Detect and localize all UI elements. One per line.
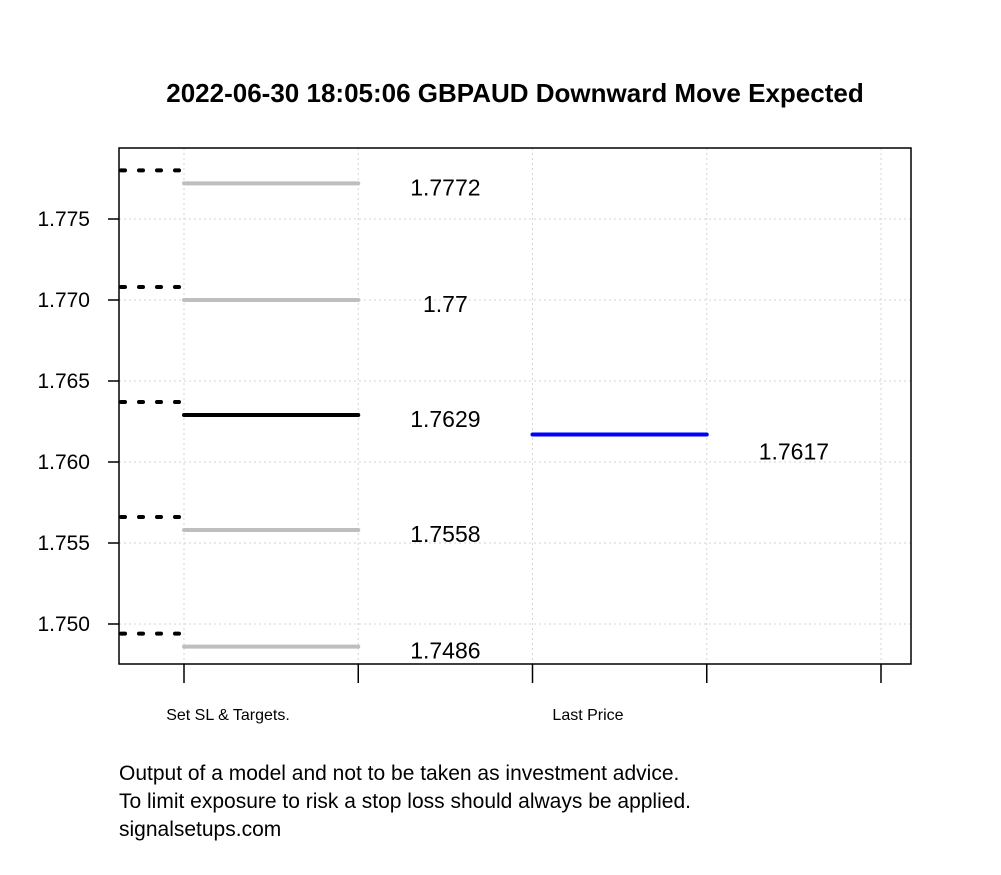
- footer-line: To limit exposure to risk a stop loss sh…: [119, 790, 691, 813]
- marks: 1.7772 1.77 1.7629 1.7558 1.7486 1.7617: [119, 168, 829, 664]
- y-tick-label: 1.760: [37, 451, 90, 474]
- level-label: 1.7772: [410, 174, 480, 200]
- level-label: 1.7558: [410, 521, 480, 547]
- level-label: 1.77: [423, 291, 468, 317]
- y-tick-label: 1.750: [37, 613, 90, 636]
- level-label: 1.7629: [410, 406, 480, 432]
- x-tick-label: Last Price: [552, 707, 623, 724]
- y-tick-label: 1.775: [37, 208, 90, 231]
- chart-title: 2022-06-30 18:05:06 GBPAUD Downward Move…: [166, 78, 863, 108]
- axes: 1.750 1.755 1.760 1.765 1.770 1.775: [37, 208, 882, 683]
- y-tick-label: 1.755: [37, 532, 90, 555]
- last-price-label: 1.7617: [759, 438, 829, 464]
- footer-line: signalsetups.com: [119, 818, 281, 841]
- grid: [119, 148, 911, 664]
- y-tick-label: 1.765: [37, 370, 90, 393]
- plot-frame: [118, 147, 912, 665]
- x-tick-label: Set SL & Targets.: [166, 707, 290, 724]
- y-tick-label: 1.770: [37, 289, 90, 312]
- footer-line: Output of a model and not to be taken as…: [119, 762, 679, 785]
- level-label: 1.7486: [410, 638, 480, 664]
